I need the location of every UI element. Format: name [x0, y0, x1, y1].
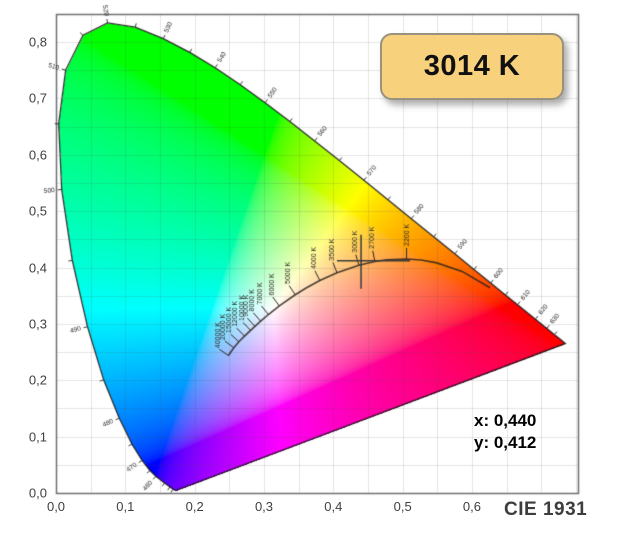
- cct-badge: 3014 K: [380, 33, 564, 100]
- xy-coordinate-readout: x: 0,440 y: 0,412: [474, 410, 536, 454]
- x-axis-tick-label: 0,6: [462, 499, 482, 514]
- x-axis-tick-label: 0,4: [324, 499, 343, 514]
- diagram-caption: CIE 1931: [504, 499, 588, 520]
- y-axis-tick-label: 0,0: [28, 485, 47, 501]
- readout-y-value: y: 0,412: [474, 433, 537, 452]
- x-axis-tick-label: 0,0: [46, 499, 66, 514]
- y-axis-tick-label: 0,5: [28, 203, 47, 219]
- y-axis-tick-label: 0,6: [28, 147, 47, 163]
- x-axis-tick-label: 0,3: [254, 499, 274, 514]
- readout-x-value: x: 0,440: [474, 411, 537, 430]
- y-axis-tick-label: 0,7: [28, 90, 47, 106]
- y-axis-tick-label: 0,3: [28, 316, 47, 332]
- y-axis-tick-label: 0,1: [28, 429, 47, 445]
- x-axis-tick-label: 0,2: [185, 499, 204, 514]
- y-axis-tick-label: 0,4: [28, 260, 47, 275]
- x-axis-tick-label: 0,1: [116, 499, 135, 514]
- y-axis-tick-label: 0,8: [28, 34, 47, 50]
- cct-badge-label: 3014 K: [423, 50, 521, 82]
- x-axis-tick-label: 0,5: [393, 499, 412, 514]
- y-axis-tick-label: 0,2: [28, 372, 47, 388]
